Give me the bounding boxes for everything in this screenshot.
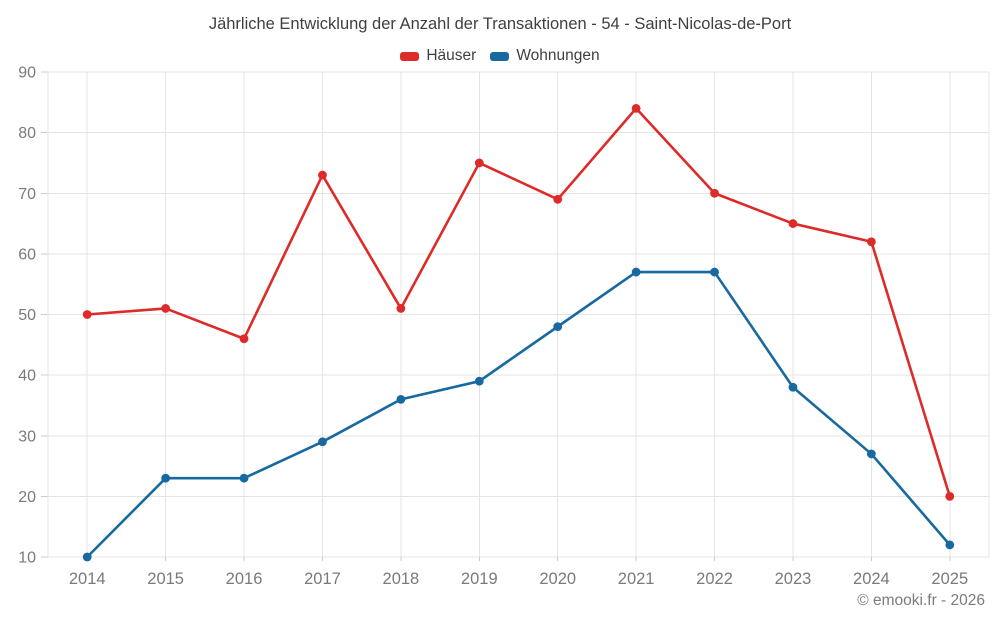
data-point-marker <box>788 382 798 392</box>
y-tick-label: 20 <box>18 489 36 506</box>
x-axis-labels: 2014 2015 2016 2017 2018 2019 2020 2021 2022 2023… <box>69 570 968 588</box>
chart-title: Jährliche Entwicklung der Anzahl der Tra… <box>208 15 792 33</box>
data-point-marker <box>474 158 484 168</box>
x-tick-label: 2023 <box>775 570 812 588</box>
x-tick-label: 2021 <box>618 570 655 588</box>
y-tick-label: 50 <box>18 307 36 324</box>
data-point-marker <box>553 322 563 332</box>
wohnungen-swatch-icon <box>490 51 510 61</box>
x-tick-label: 2025 <box>931 570 968 588</box>
x-tick-label: 2016 <box>226 570 263 588</box>
data-point-marker <box>710 188 719 198</box>
haeuser-swatch-icon <box>400 51 420 61</box>
data-point-marker <box>318 170 327 180</box>
series-0 <box>82 103 955 501</box>
data-point-marker <box>396 304 406 313</box>
data-point-marker <box>866 237 876 247</box>
data-point-marker <box>631 103 641 113</box>
data-point-marker <box>239 334 249 344</box>
x-tick-label: 2015 <box>147 570 184 588</box>
y-tick-label: 30 <box>18 428 36 445</box>
data-point-marker <box>553 194 563 204</box>
data-point-marker <box>82 552 92 562</box>
data-point-marker <box>161 304 171 313</box>
x-tick-label: 2018 <box>383 570 420 588</box>
data-point-marker <box>82 310 92 319</box>
data-point-marker <box>945 540 955 550</box>
series-1 <box>82 267 955 562</box>
x-tick-label: 2014 <box>69 570 106 588</box>
x-tick-label: 2017 <box>304 570 341 588</box>
data-point-marker <box>474 376 484 386</box>
y-tick-label: 60 <box>18 246 36 263</box>
series-line <box>85 107 952 498</box>
legend-item-wohnungen[interactable]: Wohnungen <box>490 47 600 65</box>
x-tick-label: 2020 <box>539 570 576 588</box>
data-point-marker <box>161 473 171 483</box>
legend: Häuser Wohnungen <box>0 47 1000 65</box>
attribution: © emooki.fr - 2026 <box>857 592 985 609</box>
x-tick-label: 2019 <box>461 570 498 588</box>
y-tick-label: 10 <box>18 550 36 567</box>
y-tick-label: 40 <box>18 368 36 385</box>
y-tick-label: 90 <box>18 65 36 82</box>
y-tick-label: 80 <box>18 125 36 142</box>
series-line <box>85 270 952 559</box>
legend-label-haeuser: Häuser <box>426 47 477 64</box>
x-tick-label: 2022 <box>696 570 733 588</box>
legend-item-haeuser[interactable]: Häuser <box>400 47 476 65</box>
y-tick-label: 70 <box>18 186 36 203</box>
data-point-marker <box>710 267 719 277</box>
data-point-marker <box>318 437 327 447</box>
data-point-marker <box>788 219 798 228</box>
legend-label-wohnungen: Wohnungen <box>516 47 600 64</box>
y-axis-labels: 10 20 30 40 50 60 70 80 90 <box>18 65 36 567</box>
data-point-marker <box>945 491 955 501</box>
x-tick-label: 2024 <box>853 570 890 588</box>
data-point-marker <box>396 394 406 404</box>
data-point-marker <box>239 473 249 483</box>
data-point-marker <box>631 267 641 277</box>
data-point-marker <box>866 449 876 459</box>
